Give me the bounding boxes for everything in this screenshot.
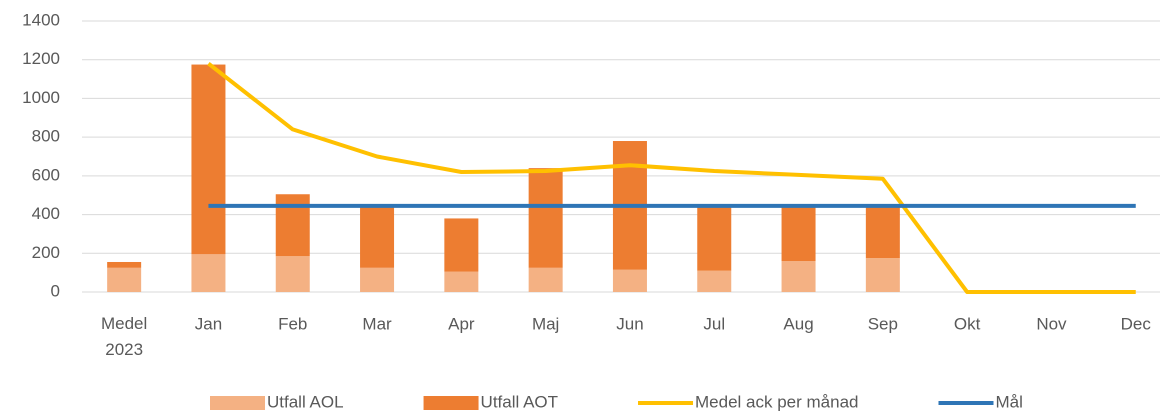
bar bbox=[107, 261, 142, 268]
bar bbox=[697, 270, 732, 292]
x-tick-label: Dec bbox=[1121, 314, 1152, 333]
bar bbox=[191, 64, 226, 255]
y-tick-label: 1400 bbox=[22, 10, 60, 29]
bar bbox=[275, 194, 310, 257]
bar bbox=[865, 205, 900, 259]
y-tick-label: 1200 bbox=[22, 49, 60, 68]
x-tick-label: Medel 2023 bbox=[101, 314, 147, 359]
x-tick-label: Jan bbox=[195, 314, 222, 333]
bar bbox=[275, 256, 310, 292]
bar bbox=[360, 267, 395, 292]
y-tick-label: 600 bbox=[32, 165, 60, 184]
bar bbox=[528, 168, 563, 268]
bar bbox=[781, 205, 816, 262]
y-tick-label: 200 bbox=[32, 243, 60, 262]
y-tick-label: 1000 bbox=[22, 88, 60, 107]
x-tick-label: Aug bbox=[783, 314, 813, 333]
legend-label: Mål bbox=[996, 392, 1023, 411]
legend-label: Utfall AOL bbox=[267, 392, 344, 411]
bar bbox=[360, 205, 395, 268]
bar bbox=[444, 271, 479, 292]
line bbox=[207, 62, 1136, 294]
x-tick-label: Jul bbox=[703, 314, 725, 333]
x-tick-label: Jun bbox=[616, 314, 643, 333]
bar bbox=[612, 269, 647, 292]
y-tick-label: 0 bbox=[51, 281, 60, 300]
legend-swatch bbox=[210, 396, 265, 410]
bar bbox=[865, 258, 900, 292]
y-tick-label: 400 bbox=[32, 204, 60, 223]
legend-swatch bbox=[423, 396, 479, 410]
x-tick-label: Apr bbox=[448, 314, 475, 333]
x-tick-label: Sep bbox=[868, 314, 898, 333]
bar bbox=[781, 261, 816, 292]
x-tick-label: Okt bbox=[954, 314, 981, 333]
y-tick-label: 800 bbox=[32, 127, 60, 146]
bar bbox=[444, 218, 479, 272]
bar bbox=[107, 267, 142, 292]
legend-label: Medel ack per månad bbox=[695, 392, 858, 411]
legend-label: Utfall AOT bbox=[481, 392, 558, 411]
bar bbox=[191, 254, 226, 292]
x-tick-label: Maj bbox=[532, 314, 559, 333]
bar bbox=[528, 267, 563, 292]
bar bbox=[697, 205, 732, 271]
x-tick-label: Feb bbox=[278, 314, 307, 333]
x-tick-label: Nov bbox=[1036, 314, 1067, 333]
x-tick-label: Mar bbox=[362, 314, 392, 333]
